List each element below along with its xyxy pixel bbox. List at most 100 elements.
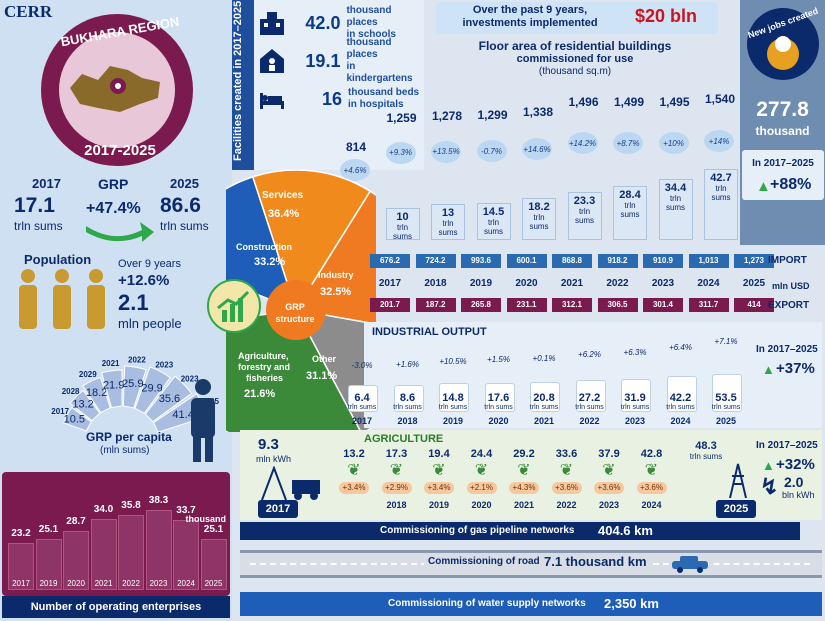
chart-growth-icon (207, 279, 261, 333)
pie-center-label1: GRP (285, 302, 305, 312)
investment-bar: 23.3 trln sums (567, 192, 602, 240)
enterprises-chart: 23.2 2017 25.1 2019 28.7 2020 34.0 2021 35.8 2022… (2, 472, 230, 596)
agriculture-growth: +3.6% (594, 482, 624, 494)
agriculture-year: 2022 (556, 500, 577, 510)
facility-kindergartens-text2: in kindergartens (346, 61, 413, 84)
import-export-year: 2024 (697, 278, 720, 289)
grp-per-capita-title: GRP per capita (86, 430, 172, 444)
investments-value: $20 bln (634, 6, 698, 26)
pie-slice (226, 312, 362, 432)
fan-value: 18.2 (86, 387, 107, 399)
investment-unit-2: sums (620, 209, 640, 219)
wheat-icon: ❦ (559, 462, 574, 479)
enterprise-unit: thousand (185, 514, 227, 524)
investment-growth: +4.6% (340, 159, 370, 182)
industrial-value: 6.4 (354, 392, 370, 404)
industrial-value: 17.6 (487, 392, 510, 404)
investment-bar: 42.7 trln sums (704, 168, 738, 240)
pie-slice (226, 175, 290, 302)
energy-start-year: 2017 (258, 500, 298, 518)
floor-value: 814 (345, 140, 367, 155)
agriculture-growth: +4.3% (509, 482, 539, 494)
water-label: Commissioning of water supply networks (388, 598, 586, 609)
agriculture-growth: +2.9% (381, 482, 412, 494)
fan-year: 2023 (181, 375, 199, 384)
agriculture-chart: 13.2 ❦ +3.4% 17.3 ❦ +2.9% 2018 19.4 ❦ +3.4% 2019 24… (334, 440, 734, 518)
import-value: 1,273 (734, 254, 774, 268)
population-people-icon (19, 269, 105, 329)
jobs-growth: +88% (770, 176, 812, 193)
jobs-growth-box (742, 150, 824, 200)
population-growth: +12.6% (118, 272, 170, 289)
industrial-year: 2017 (351, 416, 373, 426)
agriculture-period: In 2017–2025 (756, 440, 818, 451)
population-over: Over 9 years (118, 258, 181, 270)
enterprise-bar (8, 542, 34, 590)
investment-growth: +14% (704, 130, 734, 153)
mln-usd-label: mln USD (772, 281, 810, 291)
import-value: 724.2 (415, 254, 456, 268)
investment-unit-1: trln (442, 219, 454, 229)
pie-center (266, 280, 326, 340)
facility-hospitals-text1: thousand beds (348, 87, 420, 98)
enterprise-year: 2024 (177, 579, 195, 588)
industrial-unit: trln sums (575, 404, 604, 411)
pie-agri-label3: fisheries (246, 373, 284, 383)
wheat-icon: ❦ (602, 462, 616, 479)
population-unit: mln people (118, 316, 182, 331)
investment-unit-2: sums (392, 232, 413, 241)
industrial-value: 8.6 (399, 392, 416, 404)
export-value: 301.4 (643, 298, 683, 312)
fan-segment (134, 366, 171, 414)
fan-segment (69, 389, 101, 422)
import-value: 676.2 (370, 254, 410, 268)
facility-kindergartens-value: 19.1 (305, 50, 341, 71)
export-value: 265.8 (461, 298, 501, 312)
agriculture-value: 19.4 (428, 448, 450, 460)
facility-schools: 42.0 thousand places in schools (254, 0, 424, 46)
roads-value: 7.1 thousand km (540, 554, 651, 569)
energy-tower-icon (261, 466, 320, 500)
fan-value: 10.5 (64, 414, 85, 426)
import-value: 918.2 (597, 254, 638, 268)
facility-kindergartens: 19.1 thousand places in kindergartens (254, 37, 424, 84)
industrial-growth: +37% (776, 360, 815, 377)
industrial-bar (393, 384, 424, 412)
pie-other-label: Other (312, 354, 337, 364)
facility-hospitals-text2: in hospitals (348, 99, 404, 110)
population-value: 2.1 (118, 290, 149, 315)
energy-end-year: 2025 (716, 500, 756, 518)
floor-value: 1,499 (613, 94, 645, 109)
enterprise-bar (173, 519, 199, 590)
investment-unit-1: trln (533, 213, 545, 223)
grp-year-end: 2025 (170, 176, 199, 191)
investment-unit-2: sums (665, 202, 686, 212)
agriculture-unit: trln sums (689, 452, 723, 461)
import-value: 1,013 (688, 254, 729, 268)
industrial-unit: trln sums (484, 404, 513, 411)
fan-year: 2022 (128, 355, 146, 364)
industrial-year: 2021 (533, 416, 555, 426)
floor-value: 1,540 (704, 92, 736, 106)
investments-text1: Over the past 9 years, (472, 4, 588, 16)
facility-kindergartens-text1: thousand places (346, 37, 392, 60)
enterprise-value: 33.7 (176, 504, 196, 516)
car-icon (672, 556, 708, 573)
pie-agri-label2: forestry and (238, 362, 291, 372)
energy-start-unit: mln kWh (256, 454, 292, 464)
pie-industry-value: 32.5% (320, 286, 352, 298)
agriculture-year: 2021 (513, 500, 535, 510)
industrial-year: 2025 (715, 416, 737, 426)
agriculture-value: 42.8 (640, 448, 663, 460)
industrial-value: 20.8 (533, 392, 555, 404)
enterprise-value: 38.3 (148, 494, 169, 506)
agriculture-value: 37.9 (598, 448, 620, 460)
worker-icon (767, 38, 799, 70)
import-value: 600.1 (506, 254, 547, 268)
investment-unit-2: sums (438, 228, 458, 238)
import-export-year: 2018 (424, 278, 447, 289)
facility-schools-text1: thousand places (346, 5, 392, 28)
investment-value: 18.2 (528, 201, 550, 214)
investment-growth: +9.3% (385, 141, 416, 164)
export-value: 201.7 (370, 298, 410, 312)
